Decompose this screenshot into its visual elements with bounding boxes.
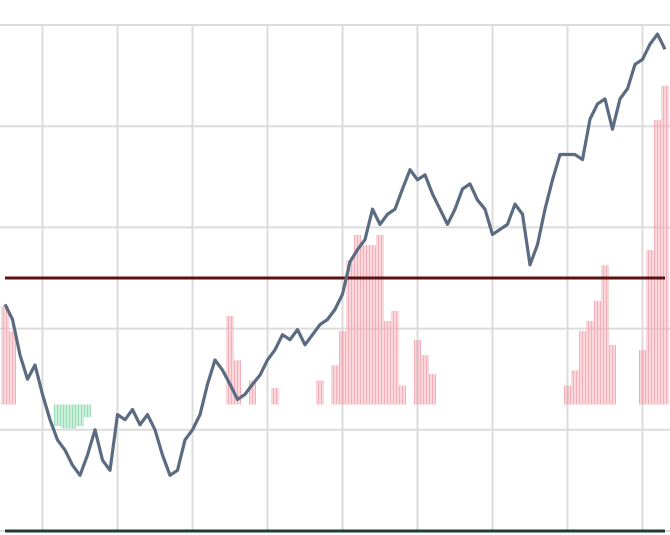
price-line bbox=[3, 32, 667, 477]
